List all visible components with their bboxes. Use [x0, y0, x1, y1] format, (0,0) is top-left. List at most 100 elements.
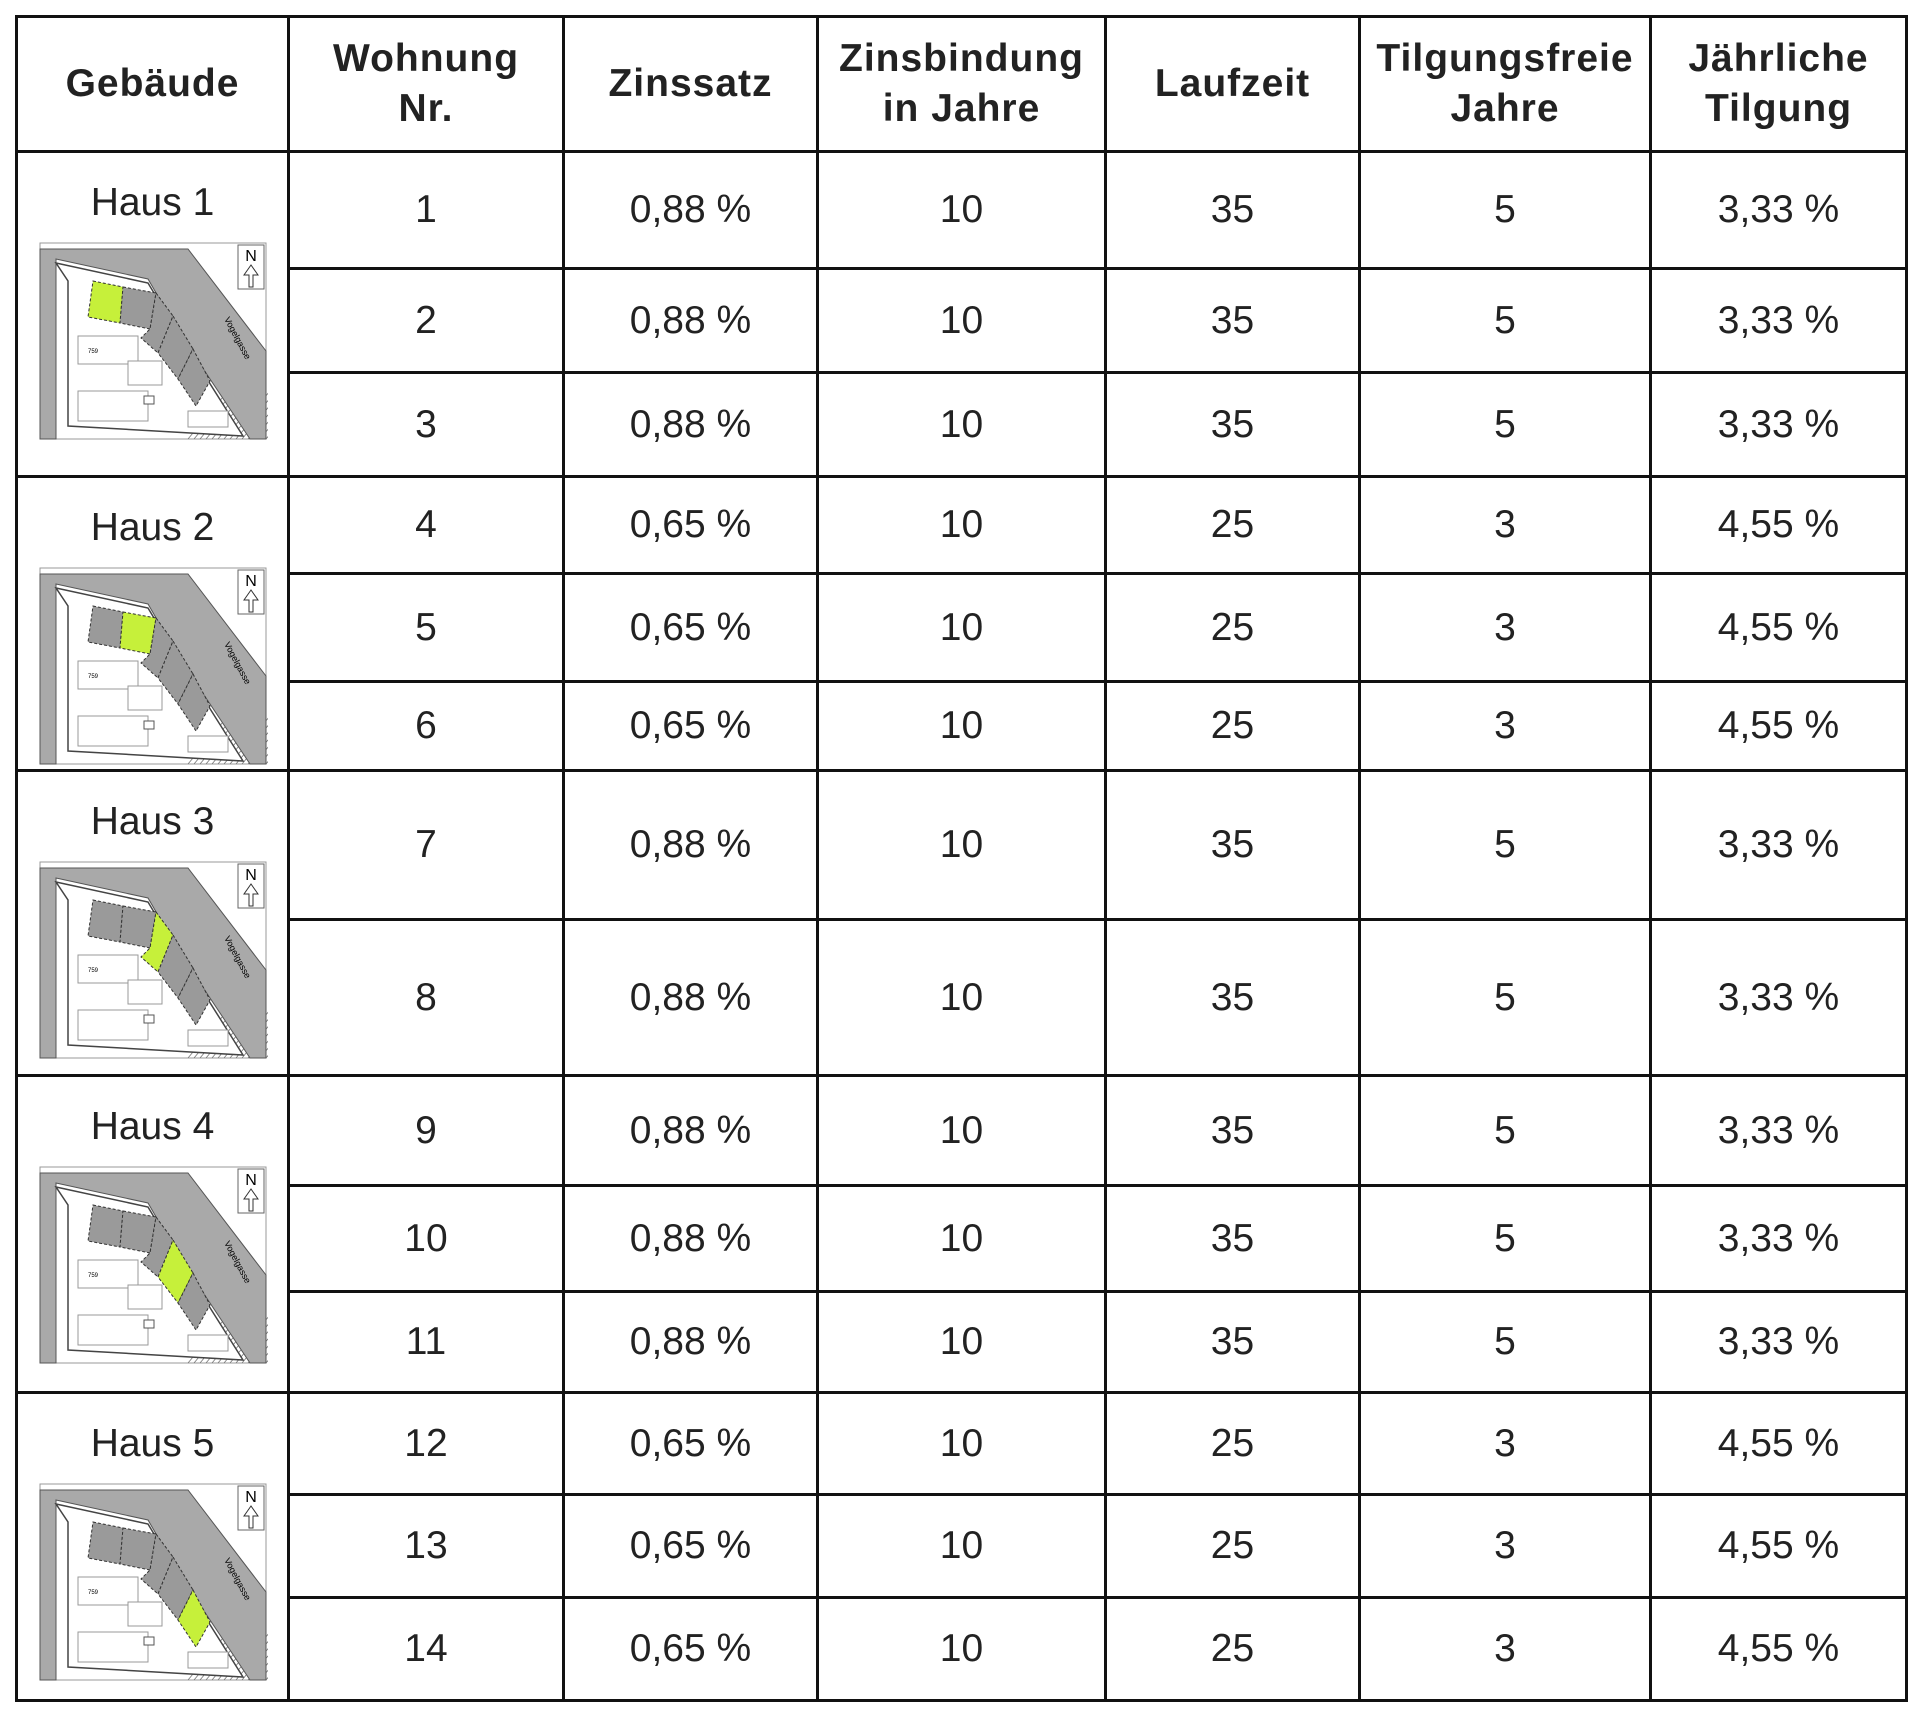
cell-zinsbindung: 10	[816, 1391, 1107, 1496]
cell-zinssatz: 0,88 %	[562, 1074, 819, 1187]
header-text: Wohnung	[332, 37, 520, 80]
cell-tilgungsfrei: 5	[1358, 918, 1652, 1077]
cell-tilgungsfrei: 5	[1358, 1290, 1652, 1394]
cell-tilgung: 4,55 %	[1649, 680, 1908, 772]
cell-laufzeit: 35	[1104, 371, 1361, 478]
cell-tilgungsfrei: 3	[1358, 680, 1652, 772]
cell-zinsbindung: 10	[816, 1596, 1107, 1702]
cell-zinsbindung: 10	[816, 371, 1107, 478]
north-arrow-icon	[242, 1505, 259, 1529]
header-jaehrliche-tilgung: Jährliche Tilgung	[1649, 15, 1908, 153]
cell-nr: 1	[287, 150, 565, 270]
table-row: Haus 2 N Vogelgasse 759 4 0,65 % 10 25 3 4,55 %	[15, 475, 1908, 772]
building-cell: Haus 5 N Vogelgasse 759	[15, 1391, 290, 1702]
cell-zinsbindung: 10	[816, 769, 1107, 921]
cell-laufzeit: 25	[1104, 1391, 1361, 1496]
cell-laufzeit: 35	[1104, 150, 1361, 270]
house-3	[139, 1215, 174, 1278]
cell-tilgung: 3,33 %	[1649, 1290, 1908, 1394]
cell-tilgung: 3,33 %	[1649, 1184, 1908, 1293]
cell-nr: 9	[287, 1074, 565, 1187]
cell-zinssatz: 0,65 %	[562, 680, 819, 772]
building-cell: Haus 4 N Vogelgasse 759	[15, 1074, 290, 1394]
cell-laufzeit: 25	[1104, 572, 1361, 683]
lot	[143, 395, 154, 405]
cell-tilgung: 4,55 %	[1649, 1391, 1908, 1496]
table-row: 5 0,65 % 10 25 3 4,55 %	[17, 572, 1908, 683]
building-name: Haus 5	[90, 1422, 215, 1465]
lot	[143, 1014, 154, 1024]
cell-tilgungsfrei: 3	[1358, 1391, 1652, 1496]
table-row: 10 0,88 % 10 35 5 3,33 %	[17, 1184, 1908, 1293]
cell-nr: 6	[287, 680, 565, 772]
north-label: N	[245, 1489, 257, 1506]
lot	[143, 1319, 154, 1329]
cell-zinsbindung: 10	[816, 1290, 1107, 1394]
house-1	[86, 1204, 124, 1248]
cell-zinsbindung: 10	[816, 918, 1107, 1077]
north-label: N	[245, 248, 257, 265]
house-3	[139, 291, 174, 354]
cell-zinsbindung: 10	[816, 475, 1107, 575]
cell-laufzeit: 25	[1104, 1493, 1361, 1599]
building-name: Haus 4	[90, 1105, 215, 1148]
north-arrow-icon	[242, 883, 259, 907]
lot	[127, 685, 162, 711]
lot	[143, 720, 154, 730]
lot	[77, 1631, 148, 1663]
lot	[187, 1029, 228, 1047]
parcel-label: 759	[88, 1590, 99, 1596]
loan-conditions-table: Gebäude Wohnung Nr. Zinssatz Zinsbindung in J…	[15, 15, 1908, 1702]
lot	[77, 715, 148, 747]
house-5	[176, 672, 211, 732]
header-text: Tilgungsfreie	[1376, 37, 1634, 80]
lot	[127, 979, 162, 1005]
header-text: Nr.	[398, 87, 454, 130]
north-arrow-icon	[242, 264, 259, 288]
lot	[187, 1651, 228, 1669]
house-5	[176, 966, 211, 1026]
table-row: 6 0,65 % 10 25 3 4,55 %	[17, 680, 1908, 772]
cell-nr: 12	[287, 1391, 565, 1496]
table-row: 13 0,65 % 10 25 3 4,55 %	[17, 1493, 1908, 1599]
cell-zinssatz: 0,88 %	[562, 769, 819, 921]
cell-zinsbindung: 10	[816, 150, 1107, 270]
cell-zinssatz: 0,65 %	[562, 572, 819, 683]
cell-zinssatz: 0,65 %	[562, 1596, 819, 1702]
house-3	[139, 910, 174, 973]
building-cell: Haus 3 N Vogelgasse 759	[15, 769, 290, 1077]
lot	[127, 1601, 162, 1627]
cell-zinssatz: 0,88 %	[562, 1184, 819, 1293]
cell-zinssatz: 0,88 %	[562, 267, 819, 374]
cell-zinsbindung: 10	[816, 572, 1107, 683]
header-text: Gebäude	[65, 62, 240, 105]
cell-laufzeit: 35	[1104, 267, 1361, 374]
cell-tilgung: 3,33 %	[1649, 371, 1908, 478]
house-1	[86, 1521, 124, 1565]
header-wohnung-nr: Wohnung Nr.	[287, 15, 565, 153]
lot	[77, 660, 138, 690]
cell-tilgungsfrei: 5	[1358, 769, 1652, 921]
header-text: Zinssatz	[608, 62, 773, 105]
table-row: 2 0,88 % 10 35 5 3,33 %	[17, 267, 1908, 374]
cell-zinsbindung: 10	[816, 267, 1107, 374]
header-tilgungsfreie-jahre: Tilgungsfreie Jahre	[1358, 15, 1652, 153]
house-1	[86, 899, 124, 943]
lot	[77, 1259, 138, 1289]
cell-zinssatz: 0,88 %	[562, 150, 819, 270]
header-row: Gebäude Wohnung Nr. Zinssatz Zinsbindung in J…	[15, 15, 1908, 153]
cell-tilgung: 3,33 %	[1649, 267, 1908, 374]
cell-laufzeit: 25	[1104, 1596, 1361, 1702]
cell-tilgung: 4,55 %	[1649, 475, 1908, 575]
cell-zinssatz: 0,88 %	[562, 1290, 819, 1394]
parcel-label: 759	[88, 968, 99, 974]
table-row: 14 0,65 % 10 25 3 4,55 %	[17, 1596, 1908, 1702]
cell-tilgungsfrei: 5	[1358, 371, 1652, 478]
cell-tilgung: 3,33 %	[1649, 1074, 1908, 1187]
cell-tilgungsfrei: 5	[1358, 1074, 1652, 1187]
parcel-label: 759	[88, 674, 99, 680]
north-label: N	[245, 573, 257, 590]
cell-tilgung: 4,55 %	[1649, 1596, 1908, 1702]
cell-tilgung: 4,55 %	[1649, 572, 1908, 683]
